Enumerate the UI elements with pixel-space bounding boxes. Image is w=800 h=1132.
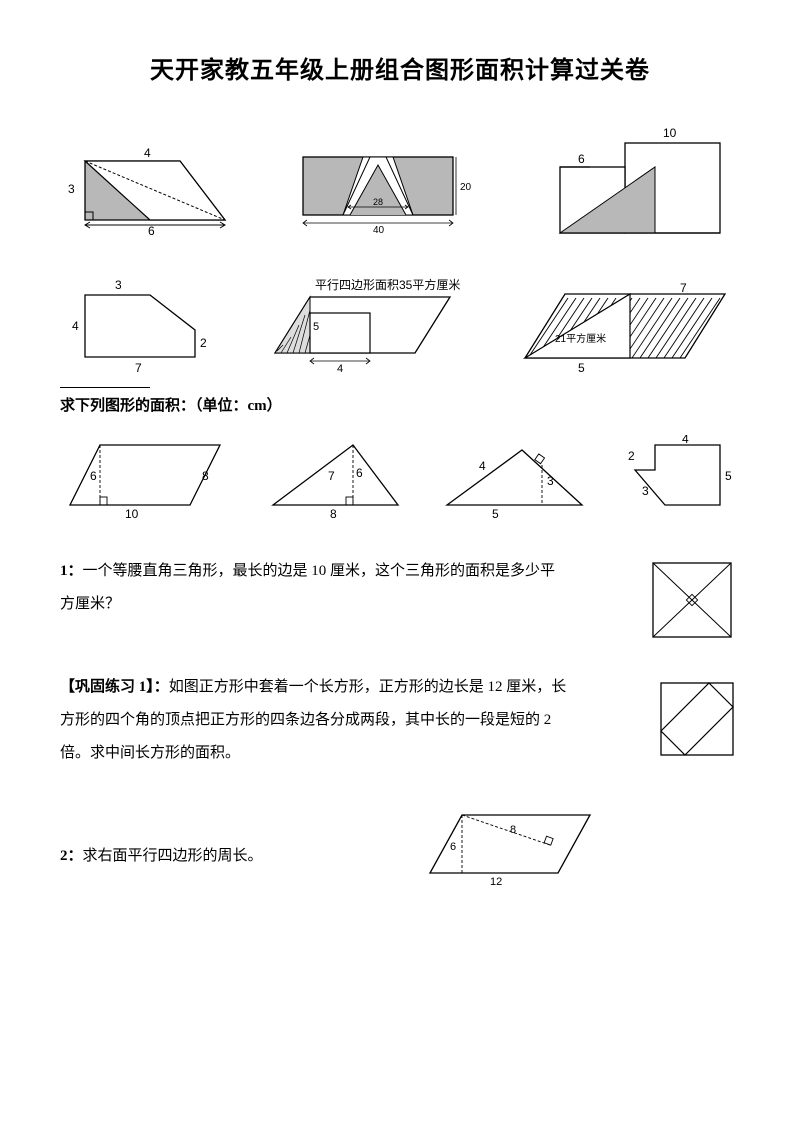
problem-3-text: 求右面平行四边形的周长。 <box>83 848 263 864</box>
figure-1-1: 4 3 6 <box>60 145 235 240</box>
svg-text:4: 4 <box>72 319 79 333</box>
svg-text:8: 8 <box>330 507 337 520</box>
svg-text:4: 4 <box>682 435 689 446</box>
problem-3-num: 2： <box>60 848 83 864</box>
problem-1-text: 一个等腰直角三角形，最长的边是 10 厘米，这个三角形的面积是多少平方厘米？ <box>60 563 555 612</box>
figure-row-3: 6 8 10 7 6 8 4 3 5 4 2 3 5 <box>60 435 740 520</box>
problem-1-num: 1： <box>60 563 83 579</box>
svg-text:4: 4 <box>144 146 151 160</box>
svg-text:5: 5 <box>725 469 732 483</box>
svg-text:3: 3 <box>642 484 649 498</box>
figure-1-2: 20 28 40 <box>288 145 478 240</box>
problem-2-figure <box>655 677 740 762</box>
svg-text:6: 6 <box>450 841 456 853</box>
svg-text:6: 6 <box>90 469 97 483</box>
page-title: 天开家教五年级上册组合图形面积计算过关卷 <box>60 50 740 85</box>
figure-row-1: 4 3 6 20 28 40 <box>60 125 740 240</box>
svg-text:40: 40 <box>373 225 385 236</box>
svg-text:4: 4 <box>479 459 486 473</box>
svg-text:10: 10 <box>663 126 677 140</box>
underline <box>60 385 150 388</box>
figure-2-1: 3 4 2 7 <box>60 275 220 375</box>
svg-text:5: 5 <box>578 361 585 375</box>
problem-1: 1：一个等腰直角三角形，最长的边是 10 厘米，这个三角形的面积是多少平方厘米？ <box>60 555 740 621</box>
figure-row-2: 3 4 2 7 平行四边形面积35平方厘米 5 4 7 <box>60 275 740 375</box>
problem-1-figure <box>645 555 740 645</box>
svg-text:10: 10 <box>125 507 139 520</box>
svg-text:28: 28 <box>373 197 383 207</box>
svg-text:5: 5 <box>313 321 319 333</box>
section-label: 求下列图形的面积：（单位：cm） <box>60 394 740 415</box>
svg-text:平行四边形面积35平方厘米: 平行四边形面积35平方厘米 <box>315 277 460 292</box>
svg-text:7: 7 <box>135 361 142 375</box>
problem-3: 2：求右面平行四边形的周长。 6 8 12 <box>60 810 740 873</box>
figure-2-2: 平行四边形面积35平方厘米 5 4 <box>255 275 475 375</box>
svg-text:2: 2 <box>200 336 207 350</box>
svg-text:6: 6 <box>356 466 363 480</box>
svg-text:3: 3 <box>68 182 75 196</box>
figure-3-3: 4 3 5 <box>437 440 592 520</box>
svg-text:7: 7 <box>328 469 335 483</box>
svg-text:6: 6 <box>578 152 585 166</box>
problem-3-figure: 6 8 12 <box>420 805 600 885</box>
figure-3-2: 7 6 8 <box>258 435 408 520</box>
svg-text:6: 6 <box>148 224 155 238</box>
figure-3-4: 4 2 3 5 <box>620 435 740 520</box>
svg-text:5: 5 <box>492 507 499 520</box>
svg-text:7: 7 <box>680 281 687 295</box>
svg-text:20: 20 <box>460 182 472 193</box>
svg-text:3: 3 <box>547 474 554 488</box>
figure-1-3: 10 6 <box>530 125 740 240</box>
problem-2: 【巩固练习 1】：如图正方形中套着一个长方形，正方形的边长是 12 厘米，长方形… <box>60 671 740 770</box>
svg-text:3: 3 <box>115 278 122 292</box>
figure-2-3: 7 21平方厘米 5 <box>510 280 740 375</box>
svg-text:12: 12 <box>490 876 502 885</box>
svg-text:4: 4 <box>337 363 343 375</box>
figure-3-1: 6 8 10 <box>60 435 230 520</box>
svg-text:21平方厘米: 21平方厘米 <box>555 332 606 345</box>
svg-text:2: 2 <box>628 449 635 463</box>
problem-2-label: 【巩固练习 1】： <box>60 679 169 695</box>
svg-text:8: 8 <box>510 824 516 836</box>
svg-text:8: 8 <box>202 469 209 483</box>
